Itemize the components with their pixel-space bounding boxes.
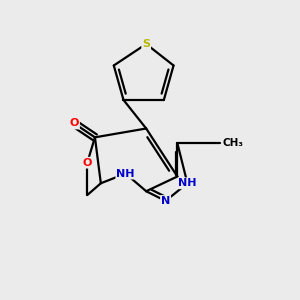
Text: CH₃: CH₃ bbox=[223, 138, 244, 148]
Text: O: O bbox=[70, 118, 79, 128]
Text: NH: NH bbox=[178, 178, 196, 188]
Text: S: S bbox=[142, 39, 150, 49]
Text: NH: NH bbox=[116, 169, 135, 178]
Text: O: O bbox=[82, 158, 92, 168]
Text: N: N bbox=[161, 196, 170, 206]
